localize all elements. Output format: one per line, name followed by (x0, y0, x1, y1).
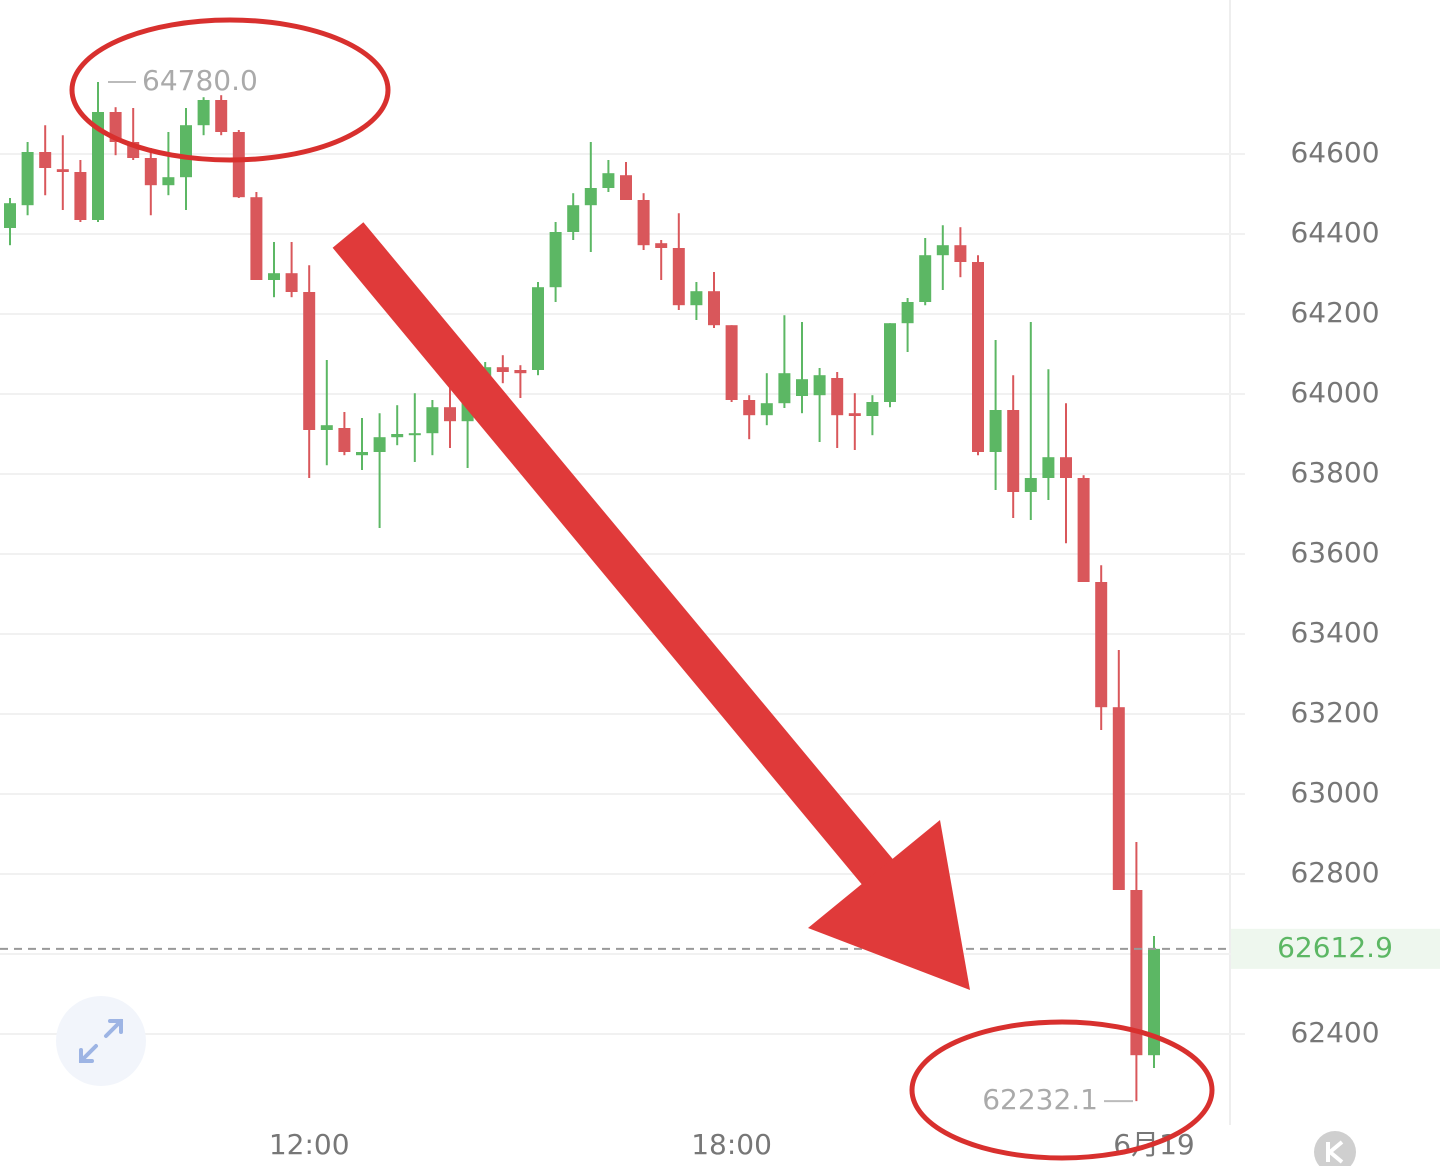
candle-body (1077, 478, 1090, 582)
candle-body (1007, 410, 1020, 492)
candle-body (21, 152, 34, 206)
candle-body (162, 177, 175, 186)
candle-body (514, 370, 527, 374)
candle-body (1148, 948, 1160, 1056)
candle-body (444, 407, 456, 422)
candle-body (672, 248, 685, 306)
candle-body (620, 175, 632, 200)
candle-body (602, 173, 615, 188)
candle-body (655, 243, 668, 248)
candle-body (1130, 890, 1143, 1056)
candle-body (426, 407, 439, 434)
y-tick-label: 62800 (1290, 856, 1379, 889)
candle-body (813, 375, 826, 396)
candle-body (901, 302, 914, 324)
candle-body (708, 291, 720, 326)
candle-body (989, 410, 1002, 452)
candle-body (1042, 457, 1055, 478)
candle-body (584, 188, 597, 206)
candle-body (232, 132, 245, 198)
highlight-ellipse (909, 1019, 1215, 1161)
candle-body (496, 367, 509, 372)
candle-body (180, 125, 192, 178)
y-tick-label: 62400 (1290, 1016, 1379, 1049)
candle-body (796, 379, 808, 396)
y-tick-label: 64200 (1290, 296, 1379, 329)
annotation-label: 64780.0 (142, 64, 258, 97)
candle-body (215, 100, 228, 132)
candle-body (866, 402, 879, 416)
last-price-box (1231, 928, 1440, 969)
y-tick-label: 64600 (1290, 136, 1379, 169)
candle-body (197, 100, 210, 126)
highlight-ellipse (69, 17, 391, 163)
candle-body (831, 378, 844, 416)
candle-body (391, 434, 404, 438)
candle-body (373, 437, 386, 452)
candle-body (637, 200, 650, 246)
candle-body (144, 158, 157, 186)
annotation-label: 62232.1 (982, 1083, 1098, 1116)
candle-body (690, 291, 703, 306)
y-tick-label: 63800 (1290, 456, 1379, 489)
candle-body (778, 373, 791, 404)
arrow-head (808, 820, 970, 990)
candle-body (338, 428, 351, 452)
x-tick-label: 18:00 (691, 1128, 772, 1161)
candle-body (1095, 582, 1108, 708)
candle-body (532, 287, 544, 370)
candle-body (408, 433, 421, 436)
candle-body (848, 413, 861, 416)
overlay (69, 17, 1215, 1161)
candle-body (4, 203, 16, 228)
candle-body (1112, 707, 1125, 890)
y-tick-label: 63200 (1290, 696, 1379, 729)
candle-body (356, 452, 368, 456)
arrow-shaft (332, 222, 896, 888)
kline-button[interactable] (1314, 1131, 1356, 1166)
candle-body (74, 172, 87, 220)
candle-body (919, 255, 932, 302)
candle-body (39, 152, 52, 168)
candle-body (567, 205, 580, 232)
y-tick-label: 63600 (1290, 536, 1379, 569)
candle-body (936, 245, 949, 256)
candle-body (268, 273, 280, 280)
candle-body (954, 245, 967, 262)
last-price-label: 62612.9 (1277, 931, 1393, 964)
candle-body (1060, 457, 1072, 478)
candle-body (1024, 478, 1037, 492)
candle-body (285, 273, 298, 292)
candle-body (884, 323, 896, 402)
candle-body (549, 232, 562, 288)
y-tick-label: 64400 (1290, 216, 1379, 249)
candle-body (303, 292, 316, 430)
candle-body (56, 169, 69, 172)
candle-body (92, 112, 104, 220)
x-tick-label: 12:00 (269, 1128, 350, 1161)
y-tick-label: 64000 (1290, 376, 1379, 409)
candle-body (725, 325, 738, 400)
y-tick-label: 63400 (1290, 616, 1379, 649)
candle-body (743, 400, 756, 416)
candle-body (250, 197, 263, 280)
candle-body (320, 425, 333, 430)
candle-body (972, 262, 984, 452)
y-tick-label: 63000 (1290, 776, 1379, 809)
candle-body (760, 403, 773, 416)
expand-button[interactable] (56, 996, 146, 1086)
